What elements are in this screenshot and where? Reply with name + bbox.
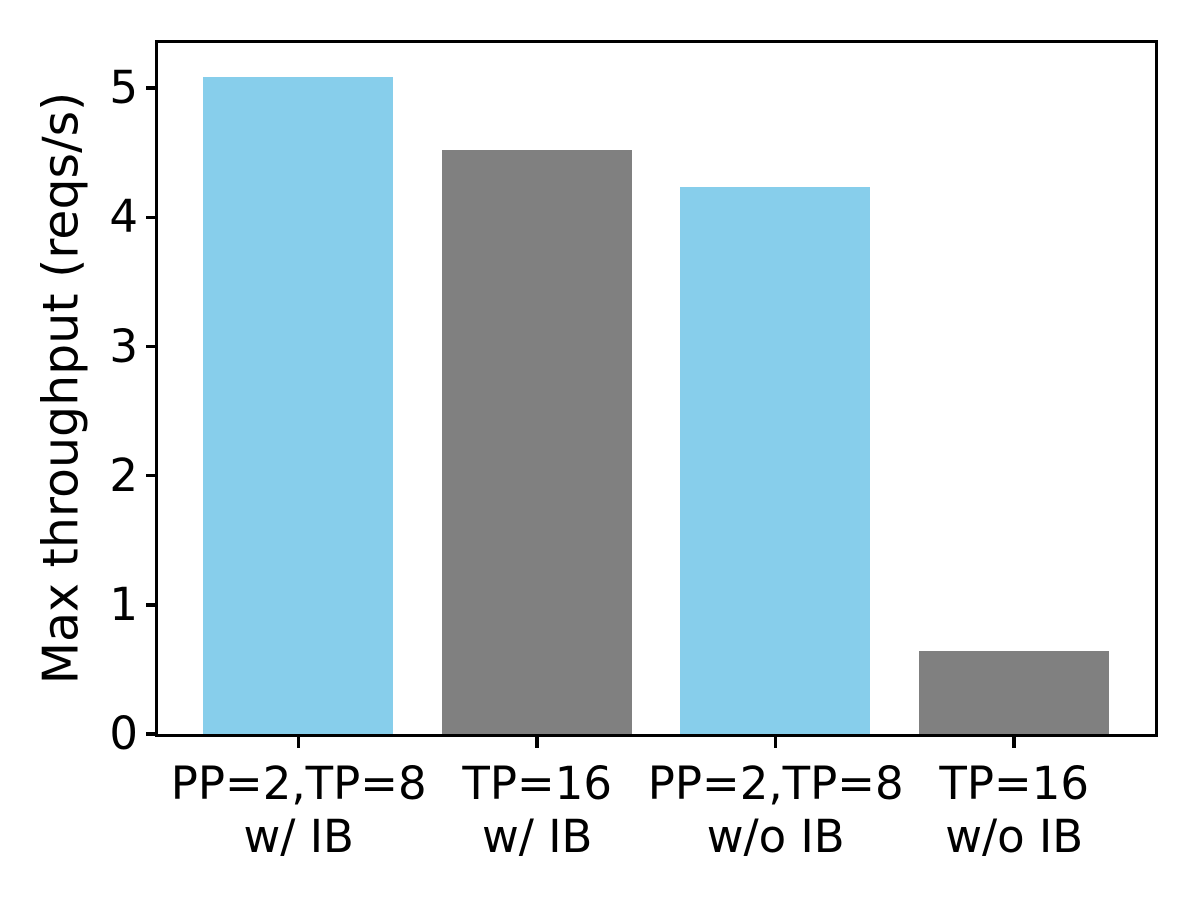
y-tick-label: 3 <box>109 319 138 373</box>
y-tick-mark <box>146 344 158 349</box>
x-tick-label: TP=16 w/ IB <box>462 757 612 863</box>
x-tick-mark <box>535 735 539 748</box>
bar <box>680 187 871 734</box>
y-tick-label: 1 <box>109 577 138 631</box>
y-tick-label: 5 <box>109 61 138 115</box>
plot-area <box>154 39 1158 737</box>
x-tick-mark <box>296 735 301 748</box>
x-tick-mark <box>773 735 778 748</box>
y-tick-mark <box>146 86 158 90</box>
x-tick-label: TP=16 w/o IB <box>939 757 1089 863</box>
y-tick-label: 4 <box>109 190 138 244</box>
y-tick-mark <box>146 473 158 478</box>
bar <box>441 149 632 734</box>
x-tick-label: PP=2,TP=8 w/ IB <box>170 757 427 863</box>
x-tick-label: PP=2,TP=8 w/o IB <box>647 757 904 863</box>
bar <box>203 77 394 734</box>
y-tick-mark <box>146 603 158 607</box>
x-tick-mark <box>1012 735 1016 748</box>
bar <box>918 650 1109 734</box>
y-tick-mark <box>146 215 158 220</box>
y-tick-mark <box>146 732 158 736</box>
y-tick-label: 2 <box>109 448 138 502</box>
y-tick-label: 0 <box>109 707 138 760</box>
